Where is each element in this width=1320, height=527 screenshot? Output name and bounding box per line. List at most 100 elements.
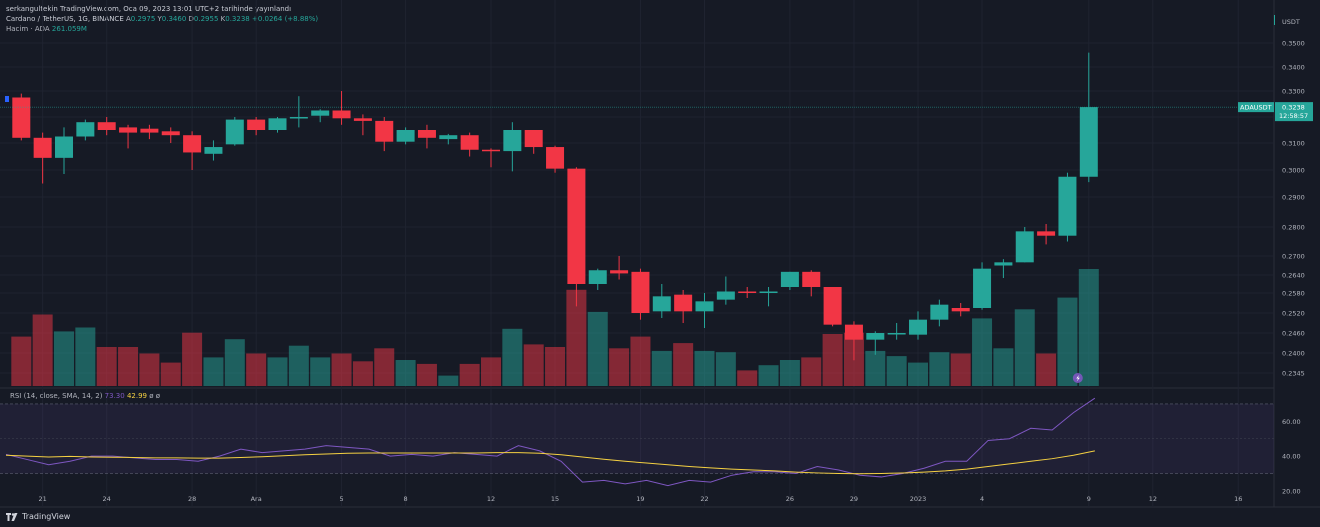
- volume-bar: [288, 345, 309, 386]
- candle-body: [97, 122, 116, 130]
- candle-body: [311, 110, 330, 116]
- price-tick-label: 0.2640: [1282, 272, 1305, 280]
- volume-bar: [54, 331, 74, 386]
- high-value: 0.3460: [161, 15, 187, 23]
- volume-bar: [651, 350, 672, 386]
- candle-body: [652, 296, 671, 312]
- volume-bar: [1057, 297, 1078, 386]
- volume-bar: [246, 353, 267, 386]
- time-tick-label: 15: [551, 495, 559, 503]
- symbol-name: Cardano / TetherUS, 1G, BINANCE: [6, 15, 124, 23]
- low-label: D: [188, 15, 194, 23]
- rsi-extra-1: ø: [149, 392, 154, 400]
- candle-body: [375, 120, 394, 142]
- candle-body: [909, 319, 927, 335]
- close-label: K: [220, 15, 226, 23]
- candle-body: [1037, 231, 1056, 236]
- axis-top-marker: [1274, 15, 1275, 25]
- volume-bar: [801, 357, 822, 386]
- footer-brand: TradingView: [6, 512, 70, 521]
- candle-body: [140, 128, 159, 133]
- time-tick-label: 12: [1149, 495, 1157, 503]
- volume-bar: [374, 348, 395, 386]
- grid-lines: [0, 0, 1320, 508]
- volume-bar: [502, 328, 523, 386]
- time-tick-label: 4: [980, 495, 984, 503]
- candle-body: [994, 262, 1013, 266]
- price-tag-price: 0.3238: [1282, 104, 1305, 112]
- volume-bar: [96, 347, 117, 386]
- candle-body: [161, 131, 180, 136]
- tradingview-logo-icon: [6, 512, 18, 521]
- volume-bar: [139, 353, 160, 386]
- candle-body: [353, 118, 372, 121]
- volume-bar: [779, 360, 800, 386]
- volume-bar: [886, 356, 907, 386]
- price-tick-label: 0.3000: [1282, 167, 1305, 175]
- candle-body: [610, 270, 629, 274]
- left-marker-icon: [5, 96, 9, 102]
- candle-body: [866, 333, 885, 340]
- time-tick-label: 29: [850, 495, 858, 503]
- time-tick-label: 8: [404, 495, 408, 503]
- price-tick-label: 0.2700: [1282, 253, 1305, 261]
- rsi-label: RSI (14, close, SMA, 14, 2): [10, 392, 103, 400]
- candle-body: [225, 119, 244, 145]
- volume-bar: [545, 347, 566, 386]
- volume-bar: [737, 370, 758, 386]
- volume-bar: [630, 336, 651, 386]
- volume-bar: [32, 314, 53, 386]
- candle-body: [12, 97, 31, 138]
- price-tick-label: 0.3500: [1282, 40, 1305, 48]
- candle-body: [524, 130, 543, 148]
- volume-bar: [523, 344, 544, 386]
- price-tick-label: 0.2345: [1282, 370, 1305, 378]
- volume-bar: [224, 339, 245, 386]
- candle-body: [780, 271, 799, 287]
- rsi-tick-label: 40.00: [1282, 453, 1301, 461]
- time-tick-label: 21: [39, 495, 47, 503]
- candle-body: [631, 271, 650, 313]
- volume-line: Hacim · ADA 261.059M: [6, 24, 318, 34]
- volume-bar: [1078, 269, 1099, 386]
- candle-body: [396, 130, 415, 142]
- volume-label: Hacim · ADA: [6, 25, 50, 33]
- candle-body: [482, 149, 500, 152]
- volume-bar: [929, 352, 950, 386]
- volume-bar: [715, 352, 736, 386]
- candle-body: [695, 301, 714, 312]
- candle-body: [1058, 176, 1077, 236]
- candle-body: [119, 127, 138, 133]
- volume-bar: [331, 353, 352, 386]
- rsi-value: 73.30: [104, 392, 125, 400]
- volume-bar: [1014, 309, 1035, 386]
- rsi-legend: RSI (14, close, SMA, 14, 2) 73.30 42.99 …: [10, 392, 160, 400]
- volume-bar: [75, 327, 96, 386]
- volume-bar: [267, 357, 288, 386]
- footer-brand-text: TradingView: [22, 512, 71, 521]
- candle-body: [417, 130, 436, 138]
- close-value: 0.3238: [225, 15, 250, 23]
- high-label: Y: [157, 15, 162, 23]
- candle-body: [546, 147, 565, 169]
- volume-bar: [566, 289, 587, 386]
- volume-bar: [609, 348, 630, 386]
- price-tick-label: 0.2520: [1282, 310, 1305, 318]
- volume-bar: [993, 348, 1014, 386]
- volume-bar: [1036, 353, 1057, 386]
- rsi-sma-line: [5, 450, 1095, 475]
- volume-bar: [438, 375, 459, 386]
- volume-bar: [972, 318, 993, 386]
- candle-body: [204, 147, 223, 154]
- price-tag-symbol: ADAUSDT: [1240, 104, 1272, 112]
- volume-bar: [908, 362, 928, 386]
- volume-bar: [352, 361, 373, 386]
- volume-bar: [822, 334, 843, 386]
- candle-body: [567, 168, 586, 284]
- volume-bar: [865, 350, 886, 386]
- price-tick-label: 0.2460: [1282, 330, 1305, 338]
- candle-body: [674, 294, 693, 312]
- time-tick-label: 19: [636, 495, 644, 503]
- change-value: +0.0264 (+8.88%): [251, 15, 319, 23]
